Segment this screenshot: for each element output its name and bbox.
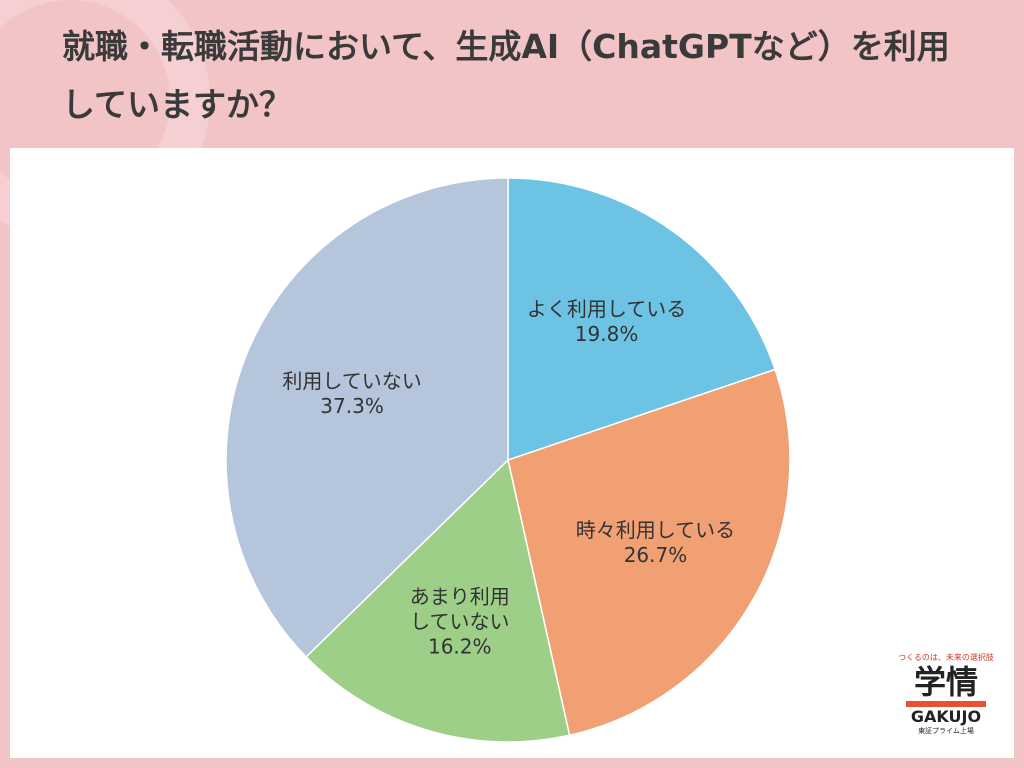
logo-tagline: つくるのは、未来の選択肢 (898, 653, 994, 662)
logo: つくるのは、未来の選択肢 学情 GAKUJO 東証プライム上場 (896, 652, 996, 736)
category-label: 利用していない (282, 369, 422, 394)
slice-label: 利用していない 37.3% (252, 369, 452, 419)
pie-slice (225, 177, 509, 658)
logo-note: 東証プライム上場 (918, 727, 974, 735)
value-label: 19.8% (574, 322, 639, 347)
slice-label: 時々利用している 26.7% (555, 518, 755, 568)
chart-title: 就職・転職活動において、生成AI（ChatGPTなど）を利用していますか？ (62, 27, 950, 124)
pie-slice (507, 177, 777, 462)
value-label: 26.7% (623, 542, 688, 567)
value-label: 37.3% (320, 394, 384, 419)
logo-latin: GAKUJO (910, 707, 982, 726)
logo-name: 学情 (913, 663, 978, 701)
category-label: あまり利用していない (409, 584, 510, 634)
value-label: 16.2% (427, 634, 492, 659)
category-label: 時々利用している (575, 517, 736, 542)
category-label: よく利用している (526, 297, 687, 322)
pie-slice (305, 458, 571, 743)
slice-label: よく利用している 19.8% (507, 297, 707, 347)
pie-slice (507, 368, 791, 737)
logo-bar (906, 701, 986, 707)
slice-label: あまり利用していない 16.2% (404, 585, 516, 660)
